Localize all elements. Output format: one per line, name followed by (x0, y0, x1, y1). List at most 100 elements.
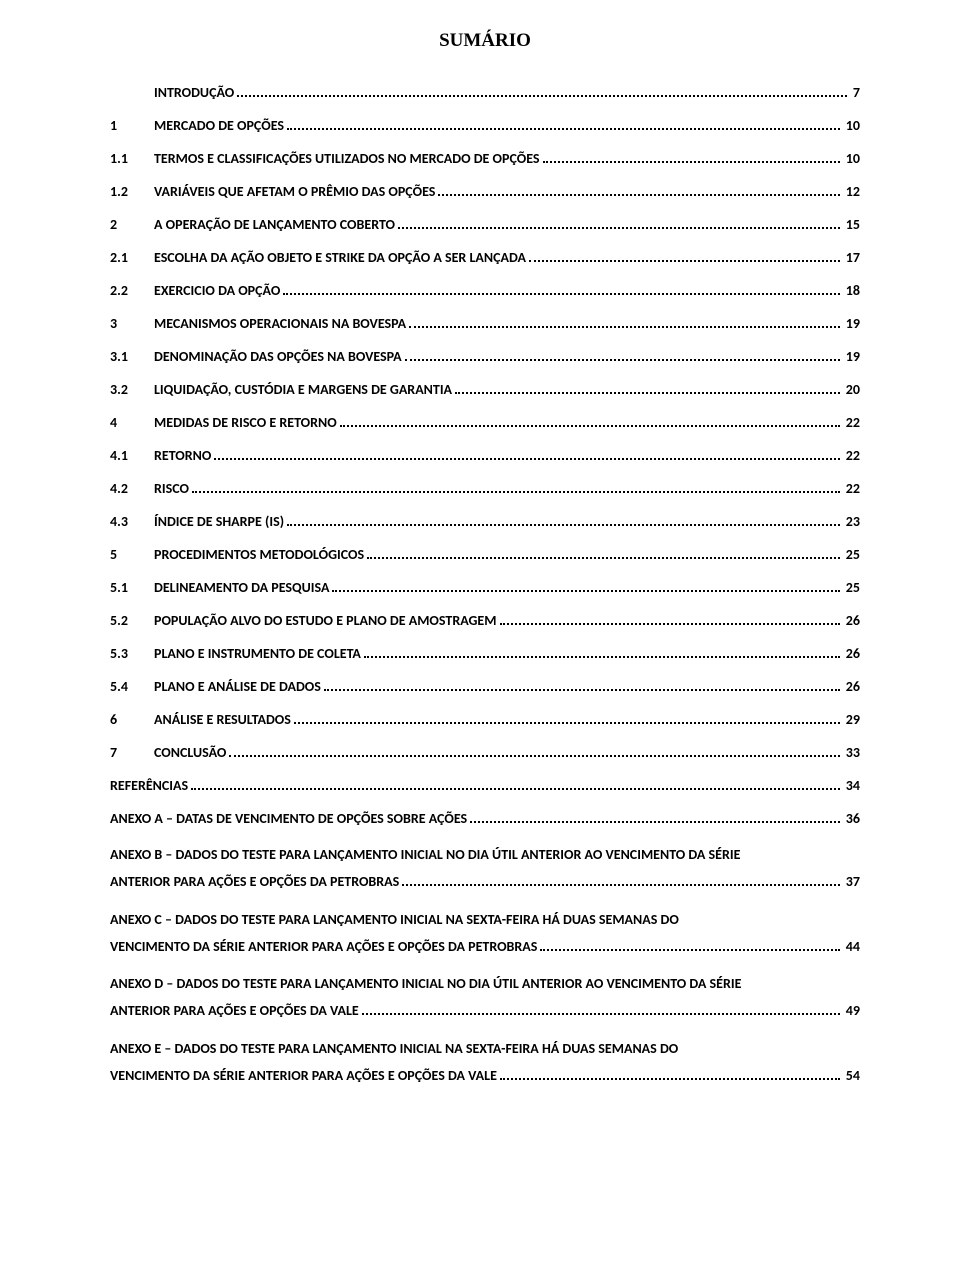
toc-leader-dots (294, 709, 840, 724)
toc-entry-page: 33 (843, 742, 860, 763)
toc-entry-number: 2.1 (110, 247, 154, 268)
toc-entry-number: 4.1 (110, 445, 154, 466)
toc-entry: 5.1DELINEAMENTO DA PESQUISA25 (110, 577, 860, 598)
toc-entry-label: ANEXO B – DADOS DO TESTE PARA LANÇAMENTO… (110, 841, 860, 868)
toc-entry-label: MERCADO DE OPÇÕES (154, 115, 284, 136)
toc-entry-page: 7 (850, 82, 860, 103)
toc-entry-page: 44 (843, 933, 860, 960)
toc-entry: 1MERCADO DE OPÇÕES 10 (110, 115, 860, 136)
toc-entry-label: DENOMINAÇÃO DAS OPÇÕES NA BOVESPA (154, 346, 402, 367)
toc-entry-label: ANEXO E – DADOS DO TESTE PARA LANÇAMENTO… (110, 1035, 860, 1062)
toc-entry-label: LIQUIDAÇÃO, CUSTÓDIA E MARGENS DE GARANT… (154, 379, 452, 400)
toc-leader-dots (229, 742, 839, 757)
toc-leader-dots (287, 115, 840, 130)
toc-entry-number: 5.4 (110, 676, 154, 697)
toc-entry-label: TERMOS E CLASSIFICAÇÕES UTILIZADOS NO ME… (154, 148, 540, 169)
toc-entry-label: ANEXO D – DADOS DO TESTE PARA LANÇAMENTO… (110, 970, 860, 997)
toc-leader-dots (237, 82, 847, 97)
toc-entry: 5.3PLANO E INSTRUMENTO DE COLETA26 (110, 643, 860, 664)
toc-entry: ANEXO B – DADOS DO TESTE PARA LANÇAMENTO… (110, 841, 860, 896)
toc-leader-dots (543, 148, 840, 163)
toc-entry-page: 15 (843, 214, 860, 235)
toc-entry-page: 36 (843, 808, 860, 829)
toc-entry-label: ANEXO C – DADOS DO TESTE PARA LANÇAMENTO… (110, 906, 860, 933)
toc-leader-dots (500, 1065, 840, 1080)
toc-entry-label: PROCEDIMENTOS METODOLÓGICOS (154, 544, 364, 565)
toc-entry-label: RISCO (154, 478, 189, 499)
toc-entry-last-line: VENCIMENTO DA SÉRIE ANTERIOR PARA AÇÕES … (110, 933, 860, 960)
toc-entry-number: 4 (110, 412, 154, 433)
toc-entry-number: 7 (110, 742, 154, 763)
toc-entry-label: A OPERAÇÃO DE LANÇAMENTO COBERTO (154, 214, 395, 235)
toc-entry: 5.2POPULAÇÃO ALVO DO ESTUDO E PLANO DE A… (110, 610, 860, 631)
toc-entry-number: 5.1 (110, 577, 154, 598)
toc-entry: ANEXO A – DATAS DE VENCIMENTO DE OPÇÕES … (110, 808, 860, 829)
toc-entry-label: VARIÁVEIS QUE AFETAM O PRÊMIO DAS OPÇÕES (154, 181, 435, 202)
toc-leader-dots (405, 346, 840, 361)
toc-entry-number: 5.3 (110, 643, 154, 664)
toc-entry: 4MEDIDAS DE RISCO E RETORNO 22 (110, 412, 860, 433)
toc-entry-label: PLANO E ANÁLISE DE DADOS (154, 676, 321, 697)
toc-entry-label: ÍNDICE DE SHARPE (IS) (154, 511, 284, 532)
toc-leader-dots (214, 445, 839, 460)
toc-entry-label: VENCIMENTO DA SÉRIE ANTERIOR PARA AÇÕES … (110, 933, 537, 960)
toc-entry-label: ANTERIOR PARA AÇÕES E OPÇÕES DA VALE (110, 997, 359, 1024)
toc-entry-label: ANTERIOR PARA AÇÕES E OPÇÕES DA PETROBRA… (110, 868, 399, 895)
table-of-contents: INTRODUÇÃO 7 1MERCADO DE OPÇÕES 10 1.1TERMO… (110, 82, 860, 1089)
toc-leader-dots (362, 1001, 840, 1016)
toc-entry-number: 6 (110, 709, 154, 730)
toc-entry-label: RETORNO (154, 445, 211, 466)
toc-entry-last-line: VENCIMENTO DA SÉRIE ANTERIOR PARA AÇÕES … (110, 1062, 860, 1089)
toc-entry: ANEXO C – DADOS DO TESTE PARA LANÇAMENTO… (110, 906, 860, 961)
toc-leader-dots (500, 610, 840, 625)
toc-entry-number: 3 (110, 313, 154, 334)
toc-entry: 5.4PLANO E ANÁLISE DE DADOS26 (110, 676, 860, 697)
toc-entry-label: ANEXO A – DATAS DE VENCIMENTO DE OPÇÕES … (110, 808, 467, 829)
toc-entry: 3.2LIQUIDAÇÃO, CUSTÓDIA E MARGENS DE GAR… (110, 379, 860, 400)
toc-entry-page: 10 (843, 115, 860, 136)
toc-entry-page: 19 (843, 313, 860, 334)
toc-entry-page: 22 (843, 445, 860, 466)
toc-entry-page: 25 (843, 544, 860, 565)
toc-entry-page: 26 (843, 610, 860, 631)
toc-entry: 6ANÁLISE E RESULTADOS29 (110, 709, 860, 730)
toc-entry-number: 3.1 (110, 346, 154, 367)
toc-leader-dots (340, 412, 840, 427)
toc-entry-label: DELINEAMENTO DA PESQUISA (154, 577, 329, 598)
toc-entry-label: CONCLUSÃO (154, 742, 226, 763)
toc-leader-dots (287, 511, 840, 526)
toc-entry: 4.2RISCO 22 (110, 478, 860, 499)
toc-entry: INTRODUÇÃO 7 (110, 82, 860, 103)
page-title: SUMÁRIO (110, 30, 860, 52)
toc-entry-number: 4.2 (110, 478, 154, 499)
toc-entry: 3.1DENOMINAÇÃO DAS OPÇÕES NA BOVESPA19 (110, 346, 860, 367)
toc-entry: 4.3ÍNDICE DE SHARPE (IS)23 (110, 511, 860, 532)
toc-entry: 4.1RETORNO 22 (110, 445, 860, 466)
toc-entry-page: 37 (843, 868, 860, 895)
toc-entry: 2.2EXERCICIO DA OPÇÃO18 (110, 280, 860, 301)
toc-entry-label: ESCOLHA DA AÇÃO OBJETO E STRIKE DA OPÇÃO… (154, 247, 526, 268)
toc-entry: 1.1TERMOS E CLASSIFICAÇÕES UTILIZADOS NO… (110, 148, 860, 169)
toc-leader-dots (283, 280, 839, 295)
document-page: SUMÁRIO INTRODUÇÃO 7 1MERCADO DE OPÇÕES 10… (0, 0, 960, 1280)
toc-leader-dots (364, 643, 840, 658)
toc-leader-dots (324, 676, 840, 691)
toc-leader-dots (470, 808, 840, 823)
toc-entry-label: INTRODUÇÃO (154, 82, 234, 103)
toc-entry: REFERÊNCIAS34 (110, 775, 860, 796)
toc-entry-number: 1 (110, 115, 154, 136)
toc-entry-label: ANÁLISE E RESULTADOS (154, 709, 291, 730)
toc-entry-label: MEDIDAS DE RISCO E RETORNO (154, 412, 337, 433)
toc-entry-number: 2 (110, 214, 154, 235)
toc-entry-label: EXERCICIO DA OPÇÃO (154, 280, 280, 301)
toc-entry-page: 23 (843, 511, 860, 532)
toc-entry: 2A OPERAÇÃO DE LANÇAMENTO COBERTO 15 (110, 214, 860, 235)
toc-entry-page: 54 (843, 1062, 860, 1089)
toc-entry-page: 22 (843, 412, 860, 433)
toc-entry-label: PLANO E INSTRUMENTO DE COLETA (154, 643, 361, 664)
toc-entry-last-line: ANTERIOR PARA AÇÕES E OPÇÕES DA VALE49 (110, 997, 860, 1024)
toc-entry-page: 22 (843, 478, 860, 499)
toc-leader-dots (191, 775, 840, 790)
toc-leader-dots (438, 181, 839, 196)
toc-leader-dots (455, 379, 840, 394)
